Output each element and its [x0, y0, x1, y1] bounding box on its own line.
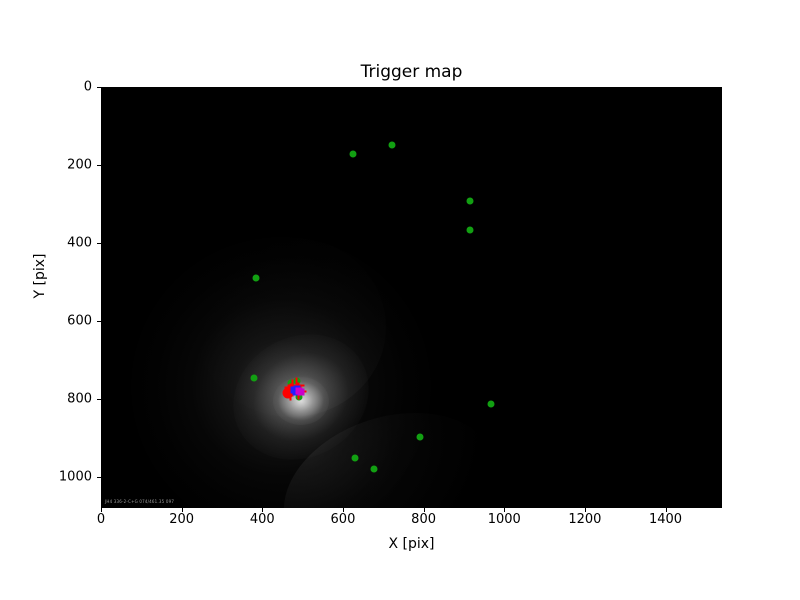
y-tick-label: 1000 — [58, 469, 92, 485]
marker-trigger-detections — [252, 274, 260, 282]
y-tick-mark — [97, 87, 101, 88]
y-tick-label: 800 — [67, 391, 92, 407]
nebulosity-glow-tail — [263, 386, 519, 508]
page-title: Trigger map — [360, 62, 463, 82]
x-tick-mark — [342, 508, 344, 512]
plot-area[interactable]: JH4 336-2-C+G 074/461.35 097 — [101, 87, 722, 508]
plot-watermark: JH4 336-2-C+G 074/461.35 097 — [105, 499, 175, 504]
marker-trigger-detections — [416, 433, 424, 441]
x-tick-mark — [101, 508, 102, 512]
x-tick-mark — [584, 508, 586, 512]
marker-trigger-detections — [487, 400, 495, 408]
x-tick-label: 200 — [169, 512, 195, 527]
y-tick-mark — [97, 164, 101, 166]
x-tick-label: 1000 — [487, 512, 521, 527]
y-tick-label: 0 — [83, 79, 92, 95]
marker-trigger-detections — [466, 226, 474, 234]
x-tick-mark — [423, 508, 425, 512]
marker-trigger-detections — [349, 150, 357, 158]
x-tick-mark — [181, 508, 183, 512]
y-tick-mark — [97, 320, 101, 322]
marker-trigger-detections — [466, 197, 474, 205]
marker-catalogue-match — [297, 388, 305, 396]
y-tick-mark — [97, 476, 101, 478]
marker-trigger-detections — [351, 454, 359, 462]
marker-trigger-detections — [250, 374, 258, 382]
x-tick-label: 600 — [330, 512, 356, 527]
nebulosity-glow-outer — [101, 184, 484, 508]
y-tick-mark — [97, 398, 101, 400]
x-tick-mark — [504, 508, 506, 512]
marker-trigger-detections — [370, 465, 378, 473]
marker-astrometry-fit — [292, 388, 300, 396]
x-tick-mark — [665, 508, 667, 512]
x-tick-label: 1400 — [648, 512, 683, 527]
x-tick-label: 0 — [96, 512, 106, 527]
y-tick-mark — [97, 242, 101, 244]
x-tick-mark — [262, 508, 264, 512]
x-tick-label: 1200 — [568, 512, 602, 527]
marker-trigger-detections — [388, 141, 396, 149]
y-tick-label: 600 — [67, 313, 92, 329]
y-tick-label: 400 — [67, 235, 92, 251]
y-tick-label: 200 — [67, 157, 92, 173]
x-axis-label: X [pix] — [388, 536, 435, 552]
x-tick-label: 400 — [249, 512, 275, 527]
x-tick-label: 800 — [411, 512, 437, 527]
y-axis-label: Y [pix] — [32, 253, 48, 299]
